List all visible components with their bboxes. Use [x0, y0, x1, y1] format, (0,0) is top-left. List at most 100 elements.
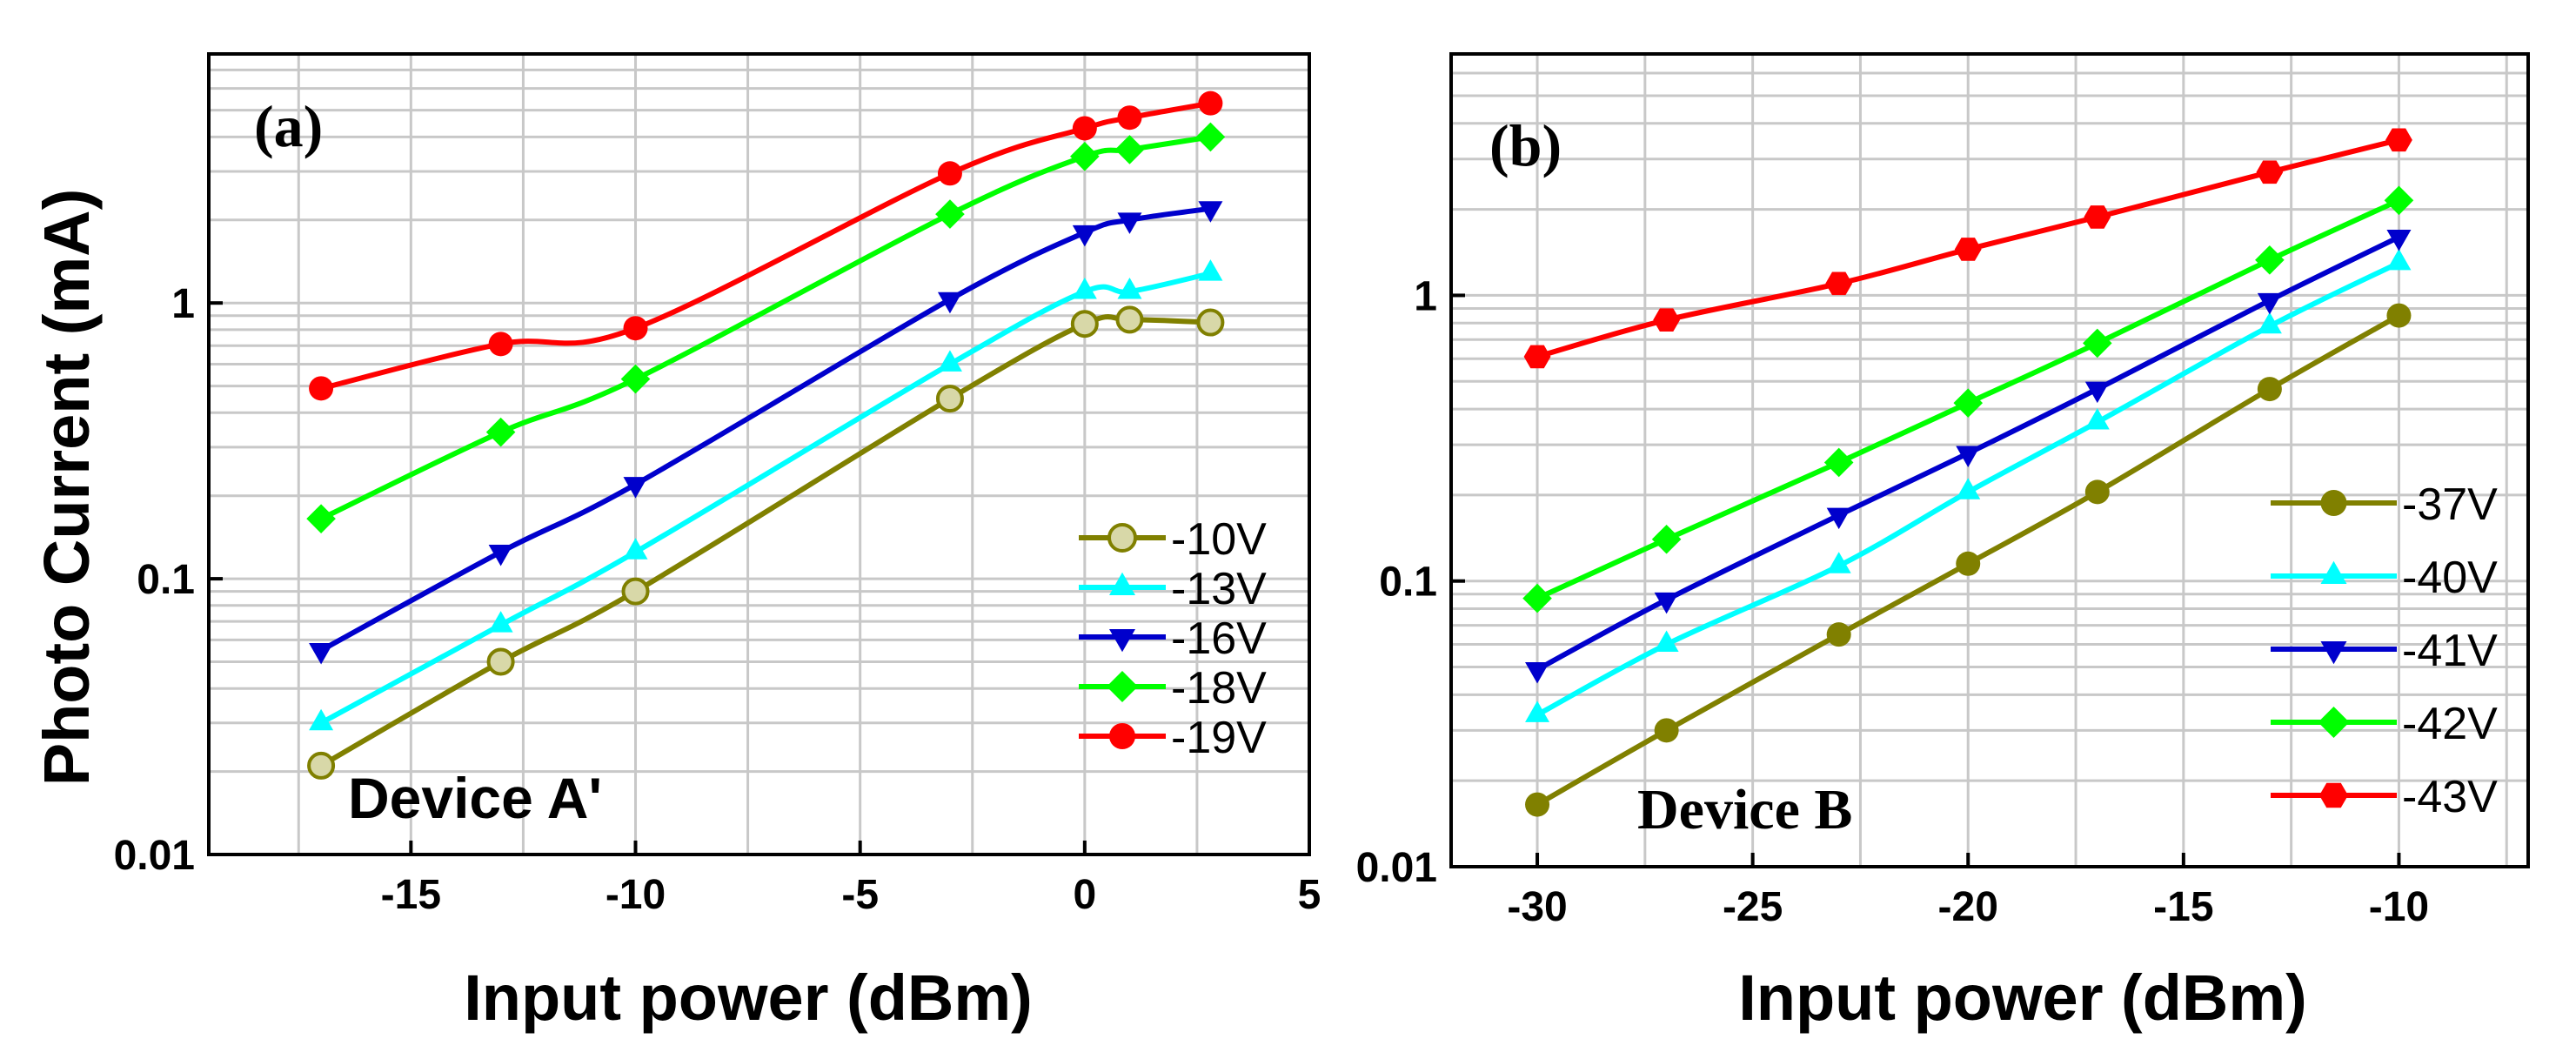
data-point	[623, 538, 648, 560]
series-a-neg18v	[306, 122, 1226, 533]
data-point	[1956, 551, 1981, 576]
legend-label: -10V	[1171, 514, 1267, 565]
legend-marker	[2318, 707, 2350, 738]
data-point	[1114, 135, 1145, 164]
data-point	[1117, 105, 1142, 131]
legend-marker	[2319, 782, 2348, 808]
data-point	[2256, 160, 2284, 184]
legend-a: -10V-13V-16V-18V-19V	[1079, 514, 1267, 763]
data-point	[307, 751, 336, 780]
x-tick-label: -10	[606, 872, 666, 918]
data-point	[2257, 292, 2282, 315]
data-point	[1198, 259, 1223, 281]
data-point	[1653, 308, 1680, 332]
data-point	[1954, 238, 1982, 261]
legend-marker	[1109, 723, 1135, 749]
series-a-neg16v	[309, 201, 1223, 665]
data-point	[1826, 622, 1851, 647]
data-point	[1522, 583, 1552, 613]
data-point	[1072, 277, 1097, 299]
series-a-neg10v	[307, 305, 1225, 780]
panel-label-a: (a)	[254, 93, 323, 159]
data-point	[623, 477, 648, 499]
data-point	[1115, 305, 1144, 334]
data-point	[1825, 271, 1853, 296]
data-point	[1654, 718, 1679, 743]
y-tick-label: 0.01	[114, 833, 195, 879]
data-point	[486, 647, 515, 676]
legend-marker	[1109, 629, 1135, 653]
data-point	[309, 708, 334, 731]
data-point	[2386, 230, 2412, 251]
legend-marker	[1107, 523, 1137, 553]
device-annotation-b: Device B	[1637, 778, 1852, 841]
x-tick-label: -15	[2153, 884, 2213, 930]
x-tick-label: -10	[2369, 884, 2429, 930]
series-b-neg41v	[1525, 230, 2412, 684]
legend-label: -41V	[2402, 626, 2498, 676]
data-point	[1525, 792, 1550, 817]
y-tick-label: 1	[171, 281, 195, 327]
plot-frame-a	[207, 52, 1311, 856]
series-a-neg13v	[309, 259, 1223, 731]
series-a-neg19v	[309, 90, 1223, 401]
data-point	[1651, 524, 1682, 554]
data-point	[1070, 141, 1100, 171]
data-point	[1195, 122, 1226, 152]
data-point	[621, 577, 650, 606]
data-point	[1525, 700, 1550, 722]
device-annotation-a: Device A'	[348, 766, 602, 830]
data-point	[488, 611, 513, 633]
series-layer-a	[306, 90, 1226, 780]
panel-a: -15 -10 -5 0 5 0.01 0.1 1 (a) Device A' Input p…	[114, 52, 1321, 1034]
data-point	[1953, 388, 1984, 418]
legend-marker	[1109, 572, 1135, 595]
data-point	[935, 385, 964, 413]
series-b-neg43v	[1523, 128, 2412, 369]
panel-b: -30 -25 -20 -15 -10 0.01 0.1 1 (b) Device B Inp…	[1356, 52, 2530, 1034]
x-axis-label-a: Input power (dBm)	[464, 962, 1033, 1034]
data-point	[2385, 128, 2412, 152]
legend-label: -40V	[2402, 553, 2498, 603]
data-point	[2083, 328, 2112, 359]
panel-label-b: (b)	[1489, 112, 1562, 178]
legend-b: -37V -40V -41V -42V -43V	[2271, 479, 2498, 822]
x-tick-label: -5	[841, 872, 879, 918]
y-tick-label: 0.01	[1356, 845, 1437, 891]
data-point	[1525, 662, 1550, 684]
legend-marker	[2320, 560, 2347, 584]
data-point	[1117, 212, 1142, 234]
data-point	[935, 199, 965, 229]
x-tick-label: -20	[1938, 884, 1998, 930]
data-point	[1198, 90, 1223, 116]
legend-label: -13V	[1171, 564, 1267, 614]
series-line	[319, 205, 1211, 653]
grid-b	[1451, 54, 2528, 867]
data-point	[1523, 345, 1551, 369]
data-point	[2257, 377, 2282, 402]
data-point	[2257, 312, 2282, 334]
legend-label: -42V	[2402, 699, 2498, 749]
data-point	[2386, 248, 2412, 271]
x-tick-label: 0	[1073, 872, 1096, 918]
data-point	[937, 350, 962, 372]
x-tick-label: -30	[1507, 884, 1567, 930]
legend-marker	[2320, 641, 2347, 665]
legend-label: -43V	[2402, 772, 2498, 822]
series-layer-b	[1522, 128, 2414, 817]
data-point	[1956, 446, 1981, 468]
data-point	[2084, 381, 2110, 404]
data-point	[1826, 552, 1851, 573]
data-point	[1072, 225, 1097, 247]
data-point	[2084, 205, 2111, 229]
data-point	[2084, 407, 2110, 430]
y-tick-label: 1	[1414, 273, 1437, 319]
data-point	[1117, 277, 1142, 299]
data-point	[485, 417, 516, 447]
series-b-neg37v	[1525, 303, 2412, 817]
data-point	[488, 544, 513, 566]
data-point	[309, 376, 334, 401]
x-tick-label: -25	[1723, 884, 1783, 930]
y-axis-label: Photo Current (mA)	[30, 189, 103, 787]
